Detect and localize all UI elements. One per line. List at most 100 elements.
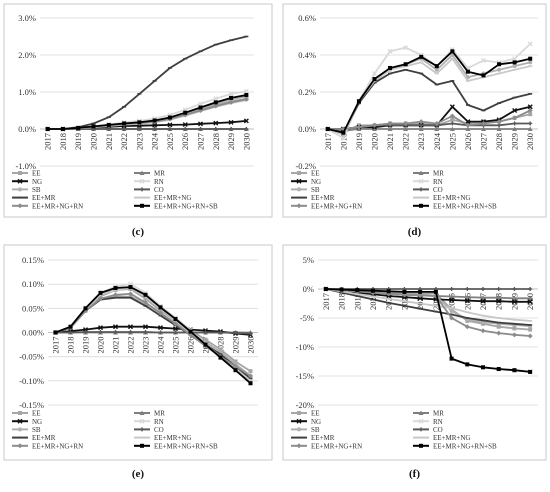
legend-label: MR xyxy=(154,410,165,418)
legend-item-ng: NG xyxy=(291,178,321,186)
series-line xyxy=(325,288,531,303)
legend-item-ee-plus-mr-plus-ng-plus-rn: EE+MR+NG+RN xyxy=(291,202,362,210)
legend-label: EE+MR+NG+RN+SB xyxy=(433,202,497,210)
data-point xyxy=(228,119,234,125)
series-line xyxy=(55,331,251,335)
legend-swatch-marker xyxy=(297,187,301,192)
chart-panel-4: -20% -15% -10% -5% 0% 5% 2017 2018 2019 2020 2021 2… xyxy=(282,244,547,480)
legend-item-co: CO xyxy=(413,186,443,194)
legend-label: CO xyxy=(433,186,443,194)
legend-item-co: CO xyxy=(134,186,164,194)
data-point xyxy=(465,69,470,74)
data-point xyxy=(152,127,157,131)
legend-swatch-marker xyxy=(297,427,301,432)
legend-item-rn: RN xyxy=(134,178,164,186)
x-tick-label: 2030 xyxy=(246,337,256,354)
panel-frame xyxy=(282,3,547,218)
legend-swatch-marker xyxy=(140,203,144,208)
legend-label: NG xyxy=(32,178,42,186)
data-point xyxy=(122,121,127,126)
series-line xyxy=(325,288,531,373)
data-point xyxy=(387,126,393,131)
data-point xyxy=(511,332,517,338)
x-tick-label: 2020 xyxy=(89,133,99,150)
data-point xyxy=(325,127,330,131)
data-point xyxy=(198,101,203,107)
panel-caption: (d) xyxy=(408,226,422,238)
data-point xyxy=(419,54,424,59)
chart-panel-1: -1.0% 0.0% 1.0% 2.0% 3.0% 2017 2018 2019 2020 202… xyxy=(3,3,273,238)
x-tick-label: 2024 xyxy=(150,132,160,150)
data-point xyxy=(213,103,219,109)
legend-item-ee-plus-mr-plus-ng: EE+MR+NG xyxy=(134,194,191,202)
legend-swatch-marker xyxy=(17,418,23,424)
legend-label: SB xyxy=(311,186,320,194)
data-point xyxy=(143,324,148,330)
data-point xyxy=(143,296,148,301)
data-point xyxy=(228,91,234,97)
x-tick-label: 2025 xyxy=(171,337,181,354)
data-point xyxy=(188,329,193,334)
data-point xyxy=(528,287,533,291)
data-point xyxy=(173,326,178,332)
y-tick-label: -0.2% xyxy=(295,161,316,171)
data-point xyxy=(213,127,218,131)
data-point xyxy=(434,126,440,131)
series-line xyxy=(55,286,252,384)
x-tick-label: 2026 xyxy=(463,133,473,150)
data-point xyxy=(449,297,455,303)
data-point xyxy=(218,330,223,335)
data-point xyxy=(233,359,238,364)
x-tick-label: 2024 xyxy=(431,292,441,310)
data-point xyxy=(450,121,455,126)
data-point xyxy=(372,122,377,128)
x-tick-label: 2028 xyxy=(211,133,221,150)
data-point xyxy=(45,127,50,131)
data-point xyxy=(418,126,424,131)
legend-label: EE xyxy=(32,410,41,418)
data-point xyxy=(527,104,533,110)
series-ee-plus-mr-plus-ng-plus-rn-plus-sb xyxy=(53,285,253,386)
legend-label: EE+MR+NG+RN+SB xyxy=(433,442,497,450)
data-point xyxy=(158,305,163,310)
legend-label: EE+MR+NG xyxy=(433,194,470,202)
legend-item-sb: SB xyxy=(12,426,41,434)
y-tick-label: -0.10% xyxy=(19,376,44,386)
legend-label: EE+MR xyxy=(32,194,56,202)
x-tick-label: 2018 xyxy=(58,133,68,150)
data-point xyxy=(512,56,518,62)
data-point xyxy=(213,120,219,126)
data-point xyxy=(173,316,178,321)
data-point xyxy=(228,99,234,105)
x-tick-label: 2019 xyxy=(354,133,364,150)
data-point xyxy=(434,67,439,72)
legend-item-mr: MR xyxy=(413,410,444,418)
y-tick-label: -5% xyxy=(300,313,314,323)
legend-label: EE+MR+NG xyxy=(433,434,470,442)
data-point xyxy=(418,289,423,294)
legend-swatch-marker xyxy=(17,178,23,184)
data-point xyxy=(512,368,517,373)
data-point xyxy=(527,333,533,339)
legend-swatch-marker xyxy=(17,443,23,449)
data-point xyxy=(128,291,133,297)
legend-label: EE xyxy=(311,410,320,418)
data-point xyxy=(496,119,502,125)
x-tick-label: 2018 xyxy=(337,293,347,310)
x-tick-label: 2019 xyxy=(73,133,83,150)
series-line xyxy=(327,68,531,134)
data-point xyxy=(403,120,409,126)
legend-item-ee-plus-mr: EE+MR xyxy=(291,434,335,442)
data-point xyxy=(113,292,118,298)
series-ee-plus-mr-plus-ng-plus-rn-plus-sb xyxy=(325,49,533,135)
series-ee-plus-mr-plus-ng-plus-rn-plus-sb xyxy=(45,92,249,131)
x-tick-label: 2021 xyxy=(104,133,114,150)
data-point xyxy=(244,127,249,131)
data-point xyxy=(203,330,208,335)
data-point xyxy=(248,381,253,386)
y-tick-label: -0.15% xyxy=(19,400,44,410)
data-point xyxy=(512,108,518,113)
legend-item-ee-plus-mr-plus-ng-plus-rn-plus-sb: EE+MR+NG+RN+SB xyxy=(134,202,218,210)
data-point xyxy=(527,41,533,47)
